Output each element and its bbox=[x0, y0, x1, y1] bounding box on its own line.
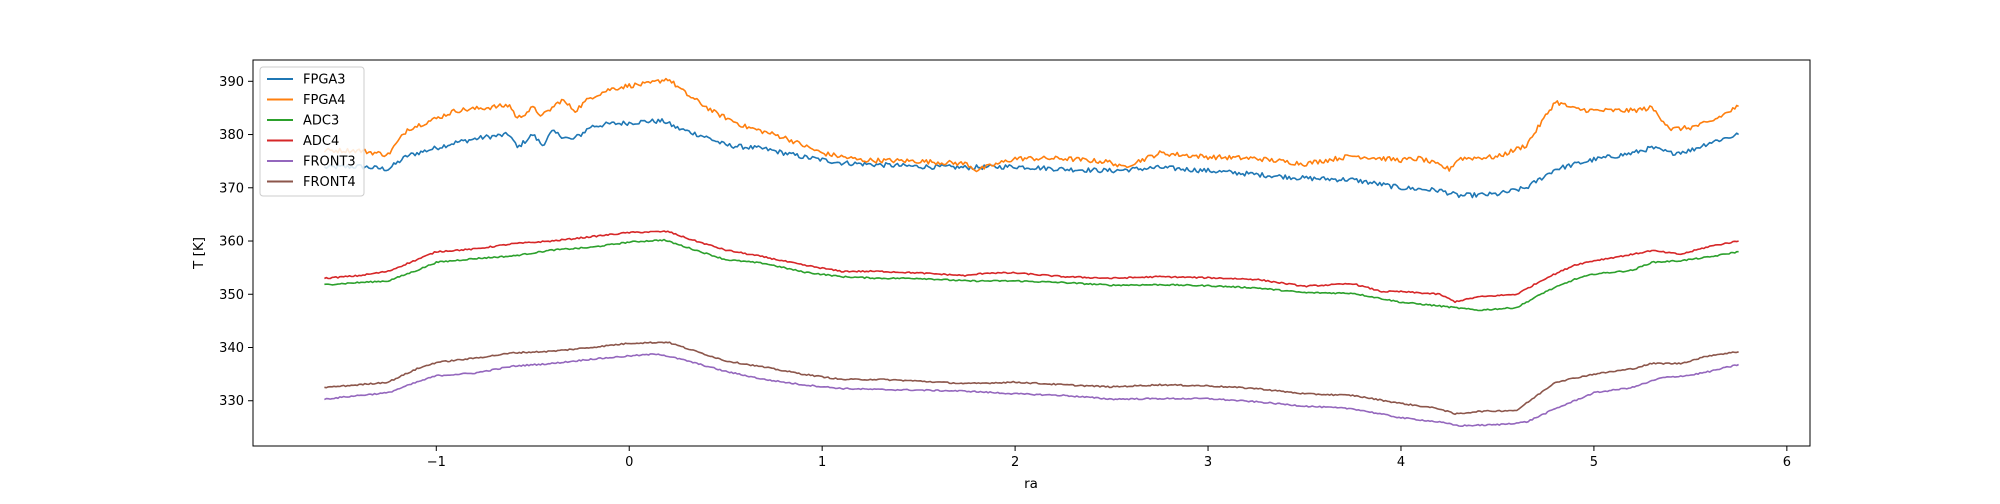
legend-label-front4: FRONT4 bbox=[303, 175, 356, 190]
x-tick-label: −1 bbox=[427, 455, 446, 470]
legend-label-adc3: ADC3 bbox=[303, 114, 339, 129]
y-tick-label: 390 bbox=[219, 75, 244, 90]
series-layer bbox=[323, 77, 1740, 428]
series-line-front4 bbox=[324, 341, 1739, 416]
series-line-front3 bbox=[324, 353, 1739, 428]
x-tick-label: 1 bbox=[818, 455, 826, 470]
series-line-fpga3 bbox=[323, 118, 1740, 199]
y-tick-label: 350 bbox=[219, 288, 244, 303]
legend-label-adc4: ADC4 bbox=[303, 134, 339, 149]
x-tick-label: 0 bbox=[625, 455, 633, 470]
y-tick-label: 370 bbox=[219, 181, 244, 196]
y-axis-label: T [K] bbox=[191, 237, 207, 270]
legend-label-fpga4: FPGA4 bbox=[303, 93, 346, 108]
plot-area-frame bbox=[252, 59, 1811, 447]
legend-label-fpga3: FPGA3 bbox=[303, 73, 346, 88]
x-axis-label: ra bbox=[1024, 476, 1038, 492]
series-line-fpga4 bbox=[323, 77, 1739, 173]
y-tick-label: 340 bbox=[219, 341, 244, 356]
x-tick-label: 3 bbox=[1204, 455, 1212, 470]
legend-label-front3: FRONT3 bbox=[303, 155, 356, 170]
y-tick-label: 380 bbox=[219, 128, 244, 143]
x-tick-label: 5 bbox=[1590, 455, 1598, 470]
x-tick-label: 4 bbox=[1397, 455, 1405, 470]
series-line-adc4 bbox=[324, 230, 1739, 304]
y-tick-label: 330 bbox=[219, 394, 244, 409]
legend: FPGA3 FPGA4 ADC3 ADC4 FRONT3 FRONT4 bbox=[259, 66, 365, 197]
series-line-adc3 bbox=[324, 238, 1739, 312]
x-tick-label: 2 bbox=[1011, 455, 1019, 470]
x-tick-label: 6 bbox=[1783, 455, 1791, 470]
y-tick-label: 360 bbox=[219, 235, 244, 250]
axes-layer: −1 0 1 2 3 4 5 6 330 340 350 360 370 380 390 bbox=[219, 75, 1791, 470]
